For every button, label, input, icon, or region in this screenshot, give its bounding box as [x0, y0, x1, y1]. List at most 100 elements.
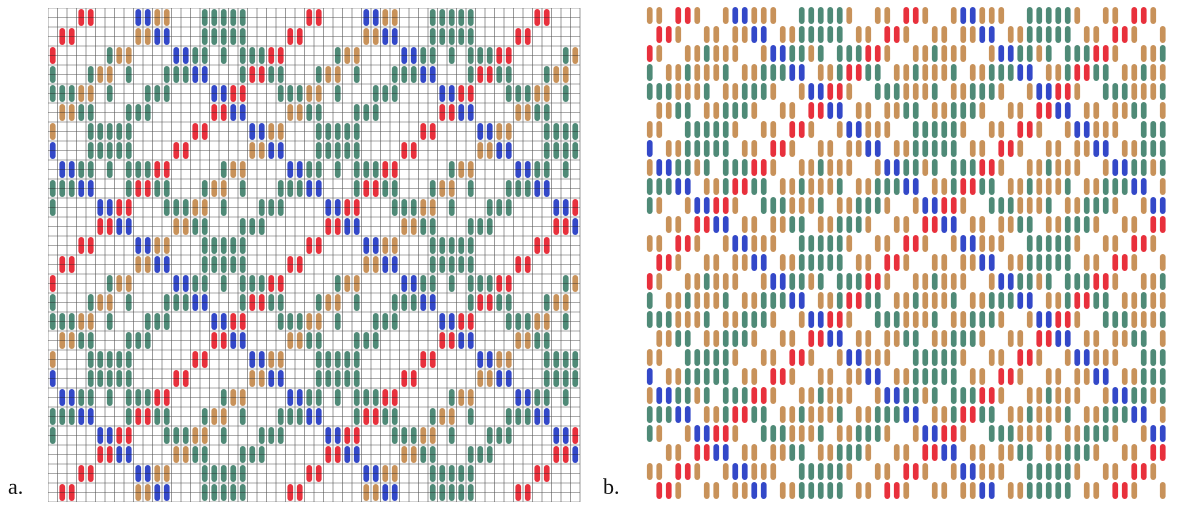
tan-stitch — [1140, 311, 1147, 328]
teal-stitch — [1102, 83, 1109, 100]
red-stitch — [1074, 292, 1081, 309]
teal-stitch — [732, 159, 739, 176]
teal-stitch — [941, 140, 948, 157]
tan-stitch — [1140, 83, 1147, 100]
tan-stitch — [1150, 387, 1157, 404]
tan-stitch — [770, 311, 777, 328]
teal-stitch — [874, 64, 881, 81]
tan-stitch — [675, 140, 682, 157]
blue-stitch — [893, 159, 900, 176]
tan-stitch — [998, 216, 1005, 233]
teal-stitch — [979, 406, 986, 423]
tan-stitch — [770, 387, 777, 404]
teal-stitch — [979, 83, 986, 100]
teal-stitch — [675, 387, 682, 404]
tan-stitch — [1045, 216, 1052, 233]
tan-stitch — [1017, 425, 1024, 442]
tan-stitch — [941, 292, 948, 309]
teal-stitch — [846, 444, 853, 461]
tan-stitch — [1102, 121, 1109, 138]
teal-stitch — [1064, 254, 1071, 271]
tan-stitch — [751, 216, 758, 233]
tan-stitch — [751, 463, 758, 480]
teal-stitch — [1102, 292, 1109, 309]
teal-stitch — [808, 235, 815, 252]
teal-stitch — [912, 292, 919, 309]
tan-stitch — [1150, 463, 1157, 480]
teal-stitch — [684, 121, 691, 138]
blue-stitch — [732, 463, 739, 480]
teal-stitch — [684, 140, 691, 157]
blue-stitch — [874, 368, 881, 385]
tan-stitch — [770, 83, 777, 100]
red-stitch — [779, 140, 786, 157]
tan-stitch — [941, 26, 948, 43]
tan-stitch — [1159, 64, 1166, 81]
red-stitch — [960, 406, 967, 423]
teal-stitch — [817, 463, 824, 480]
tan-stitch — [1112, 235, 1119, 252]
tan-stitch — [646, 463, 653, 480]
teal-stitch — [1045, 26, 1052, 43]
teal-stitch — [922, 349, 929, 366]
red-stitch — [665, 26, 672, 43]
teal-stitch — [836, 273, 843, 290]
teal-stitch — [827, 482, 834, 499]
red-stitch — [779, 368, 786, 385]
teal-stitch — [912, 387, 919, 404]
tan-stitch — [960, 425, 967, 442]
red-stitch — [646, 45, 653, 62]
tan-stitch — [903, 311, 910, 328]
tan-stitch — [1064, 159, 1071, 176]
red-stitch — [950, 425, 957, 442]
tan-stitch — [979, 140, 986, 157]
red-stitch — [1055, 83, 1062, 100]
teal-stitch — [1026, 273, 1033, 290]
tan-stitch — [1055, 64, 1062, 81]
tan-stitch — [694, 387, 701, 404]
red-stitch — [722, 425, 729, 442]
teal-stitch — [950, 140, 957, 157]
tan-stitch — [1007, 102, 1014, 119]
red-stitch — [770, 368, 777, 385]
teal-stitch — [751, 178, 758, 195]
tan-stitch — [884, 235, 891, 252]
tan-stitch — [922, 311, 929, 328]
tan-stitch — [779, 178, 786, 195]
blue-stitch — [960, 7, 967, 24]
tan-stitch — [713, 26, 720, 43]
teal-stitch — [893, 406, 900, 423]
pattern-grid-chart-a — [48, 8, 584, 502]
tan-stitch — [1112, 273, 1119, 290]
teal-stitch — [684, 102, 691, 119]
blue-stitch — [922, 425, 929, 442]
tan-stitch — [1074, 387, 1081, 404]
tan-stitch — [760, 7, 767, 24]
tan-stitch — [1093, 406, 1100, 423]
tan-stitch — [998, 463, 1005, 480]
tan-stitch — [1131, 83, 1138, 100]
teal-stitch — [779, 197, 786, 214]
red-stitch — [998, 140, 1005, 157]
blue-stitch — [1064, 330, 1071, 347]
teal-stitch — [1102, 64, 1109, 81]
tan-stitch — [665, 444, 672, 461]
tan-stitch — [1150, 64, 1157, 81]
tan-stitch — [1102, 7, 1109, 24]
tan-stitch — [1083, 140, 1090, 157]
blue-stitch — [722, 444, 729, 461]
teal-stitch — [789, 273, 796, 290]
teal-stitch — [722, 368, 729, 385]
tan-stitch — [675, 311, 682, 328]
blue-stitch — [1131, 178, 1138, 195]
teal-stitch — [808, 254, 815, 271]
red-stitch — [703, 444, 710, 461]
tan-stitch — [827, 444, 834, 461]
blue-stitch — [741, 463, 748, 480]
tan-stitch — [893, 102, 900, 119]
teal-stitch — [798, 444, 805, 461]
tan-stitch — [808, 425, 815, 442]
blue-stitch — [979, 254, 986, 271]
tan-stitch — [722, 273, 729, 290]
tan-stitch — [1026, 311, 1033, 328]
